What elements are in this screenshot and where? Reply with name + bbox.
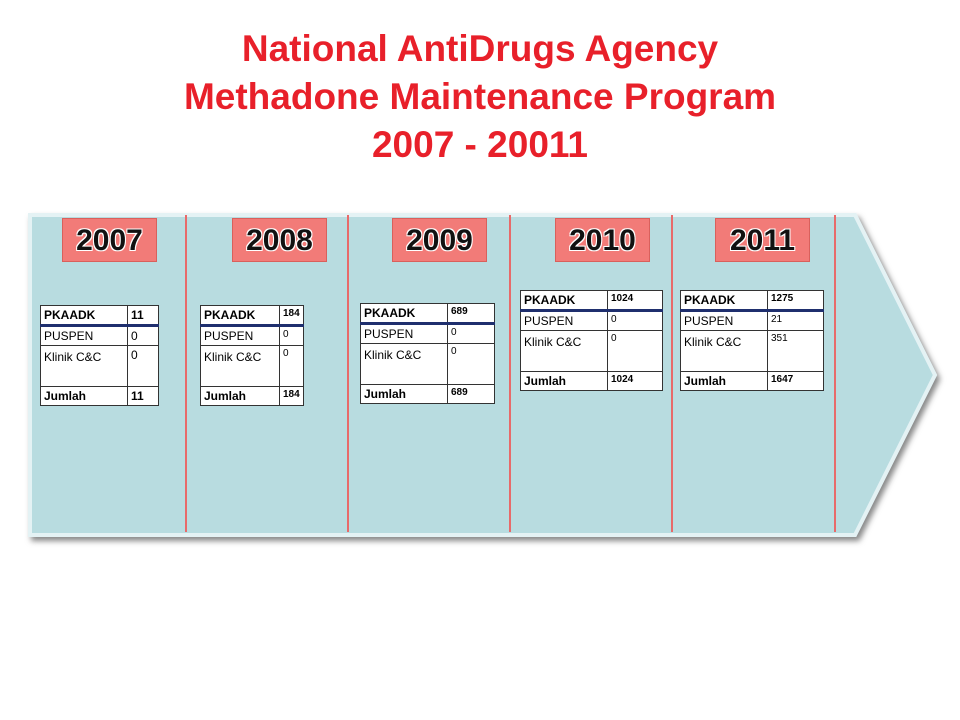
table-row: Jumlah 1647 [680,371,824,391]
table-row: PUSPEN 0 [200,325,304,346]
row-value: 689 [447,303,495,325]
row-label: PUSPEN [40,325,128,346]
table-row: Jumlah 689 [360,384,495,404]
row-label: PKAADK [360,303,448,325]
table-row: PUSPEN 0 [360,323,495,344]
table-row: PKAADK 184 [200,305,304,327]
table-row: Jumlah 11 [40,386,159,406]
table-row: Klinik C&C 0 [520,330,663,372]
row-value: 21 [767,310,824,331]
year-badge: 2011 [715,218,810,262]
year-badge: 2008 [232,218,327,262]
row-label: Jumlah [680,371,768,391]
row-value: 0 [607,310,663,331]
table-row: PUSPEN 0 [40,325,159,346]
year-badge: 2010 [555,218,650,262]
table-row: PKAADK 1024 [520,290,663,312]
row-value: 184 [279,305,304,327]
row-label: Jumlah [360,384,448,404]
row-value: 184 [279,386,304,406]
row-label: PKAADK [520,290,608,312]
row-label: Jumlah [40,386,128,406]
row-label: PUSPEN [680,310,768,331]
row-label: Klinik C&C [360,343,448,385]
row-value: 0 [127,325,159,346]
data-table: PKAADK 1024 PUSPEN 0 Klinik C&C 0 Jumlah 1024 [520,290,663,391]
row-label: Klinik C&C [520,330,608,372]
row-value: 11 [127,305,159,327]
table-row: PUSPEN 0 [520,310,663,331]
row-label: PUSPEN [520,310,608,331]
row-label: Jumlah [200,386,280,406]
row-value: 0 [447,323,495,344]
row-label: PKAADK [680,290,768,312]
row-value: 11 [127,386,159,406]
row-value: 0 [279,345,304,387]
data-table: PKAADK 184 PUSPEN 0 Klinik C&C 0 Jumlah 184 [200,305,304,406]
row-label: Klinik C&C [40,345,128,387]
table-row: PKAADK 11 [40,305,159,327]
table-row: Klinik C&C 351 [680,330,824,372]
table-row: Jumlah 1024 [520,371,663,391]
row-label: PKAADK [200,305,280,327]
year-badge: 2009 [392,218,487,262]
data-table: PKAADK 11 PUSPEN 0 Klinik C&C 0 Jumlah 11 [40,305,159,406]
row-label: Klinik C&C [680,330,768,372]
row-label: PKAADK [40,305,128,327]
row-value: 0 [279,325,304,346]
row-value: 1024 [607,371,663,391]
table-row: Jumlah 184 [200,386,304,406]
row-value: 0 [127,345,159,387]
title-line: Methadone Maintenance Program [183,76,777,117]
table-row: PKAADK 1275 [680,290,824,312]
table-row: PUSPEN 21 [680,310,824,331]
row-value: 1024 [607,290,663,312]
row-value: 689 [447,384,495,404]
title-line: 2007 - 20011 [371,124,589,165]
table-row: Klinik C&C 0 [360,343,495,385]
table-row: Klinik C&C 0 [200,345,304,387]
row-value: 351 [767,330,824,372]
table-row: Klinik C&C 0 [40,345,159,387]
row-label: PUSPEN [200,325,280,346]
dividers [185,215,836,532]
row-label: PUSPEN [360,323,448,344]
row-value: 0 [607,330,663,372]
title-line: National AntiDrugs Agency [241,28,719,69]
table-row: PKAADK 689 [360,303,495,325]
row-label: Jumlah [520,371,608,391]
row-value: 1275 [767,290,824,312]
row-label: Klinik C&C [200,345,280,387]
row-value: 1647 [767,371,824,391]
data-table: PKAADK 689 PUSPEN 0 Klinik C&C 0 Jumlah 689 [360,303,495,404]
year-badge: 2007 [62,218,157,262]
data-table: PKAADK 1275 PUSPEN 21 Klinik C&C 351 Jumlah 164… [680,290,824,391]
row-value: 0 [447,343,495,385]
